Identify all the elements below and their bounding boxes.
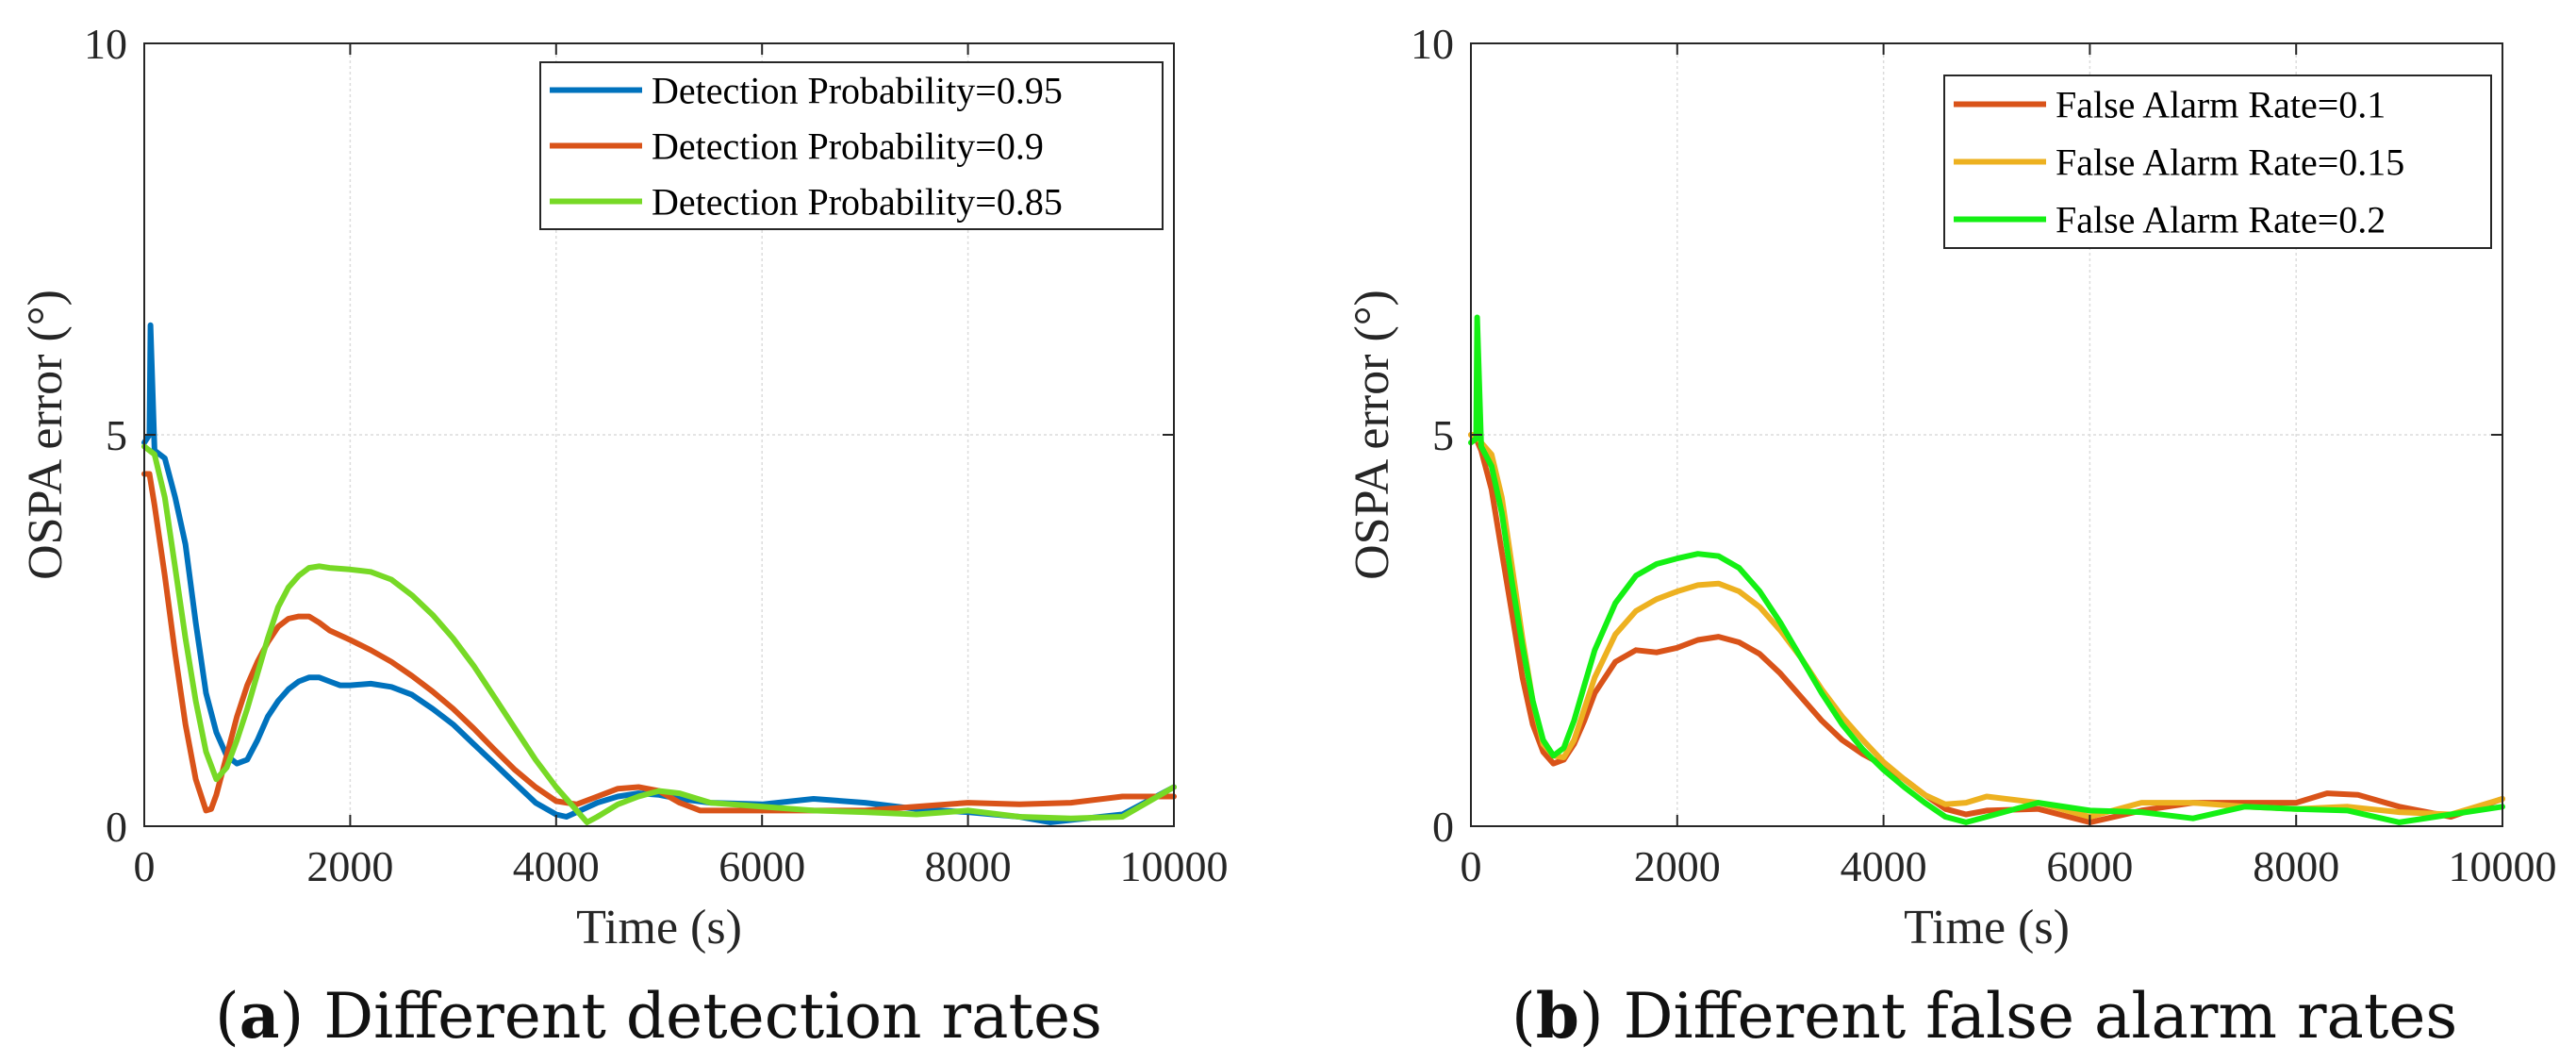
x-tick-label: 0	[134, 842, 156, 890]
legend-label: False Alarm Rate=0.1	[2056, 84, 2386, 126]
y-tick-label: 5	[1432, 411, 1454, 459]
legend-label: False Alarm Rate=0.2	[2056, 199, 2386, 241]
caption-open: (	[1511, 980, 1536, 1053]
legend-box	[539, 61, 1164, 230]
caption-b: (b) Different false alarm rates	[1511, 979, 2457, 1053]
legend-label: Detection Probability=0.9	[652, 125, 1044, 168]
x-tick-label: 4000	[513, 842, 600, 890]
caption-close: )	[279, 980, 305, 1053]
caption-close: )	[1578, 980, 1604, 1053]
legend: Detection Probability=0.95 Detection Prob…	[539, 61, 1164, 230]
legend: False Alarm Rate=0.1 False Alarm Rate=0.1…	[1943, 75, 2492, 249]
series-line-1	[141, 471, 1177, 814]
caption-letter: a	[239, 979, 280, 1053]
chart-false-alarm-rates: 0 2000 4000 6000 8000 10000 0 5 10 Time (s) OSPA e…	[1346, 20, 2557, 954]
y-tick-label: 5	[106, 411, 127, 459]
x-tick-label: 8000	[925, 842, 1012, 890]
x-axis-label: Time (s)	[1904, 901, 2070, 954]
legend-label: Detection Probability=0.95	[652, 70, 1063, 112]
y-tick-label: 10	[84, 20, 127, 68]
x-tick-label: 6000	[718, 842, 805, 890]
x-tick-label: 8000	[2253, 842, 2339, 890]
x-tick-label: 10000	[2449, 842, 2557, 890]
x-axis-label: Time (s)	[576, 901, 742, 954]
series-line-1	[1468, 432, 2505, 820]
series-line-0	[141, 322, 1177, 825]
caption-a: (a) Different detection rates	[215, 979, 1102, 1053]
y-tick-label: 0	[106, 803, 127, 851]
caption-text: Different detection rates	[304, 980, 1102, 1053]
y-tick-label: 10	[1411, 20, 1454, 68]
legend-label: False Alarm Rate=0.15	[2056, 141, 2404, 184]
y-axis-label: OSPA error (°)	[1346, 290, 1399, 580]
chart-detection-rates: 0 2000 4000 6000 8000 10000 0 5 10 Time (s) OSPA e…	[19, 20, 1229, 954]
x-tick-label: 0	[1461, 842, 1482, 890]
series-line-2	[1468, 314, 2505, 825]
series-line-0	[1468, 432, 2505, 825]
legend-label: Detection Probability=0.85	[652, 181, 1063, 224]
caption-open: (	[215, 980, 239, 1053]
y-tick-label: 0	[1432, 803, 1454, 851]
y-axis-label: OSPA error (°)	[19, 290, 73, 580]
caption-letter: b	[1535, 979, 1579, 1053]
x-tick-label: 2000	[1634, 842, 1721, 890]
x-tick-label: 6000	[2046, 842, 2133, 890]
series-line-2	[141, 443, 1177, 825]
x-tick-label: 4000	[1841, 842, 1927, 890]
x-tick-label: 2000	[306, 842, 393, 890]
x-tick-label: 10000	[1120, 842, 1229, 890]
caption-text: Different false alarm rates	[1603, 980, 2458, 1053]
